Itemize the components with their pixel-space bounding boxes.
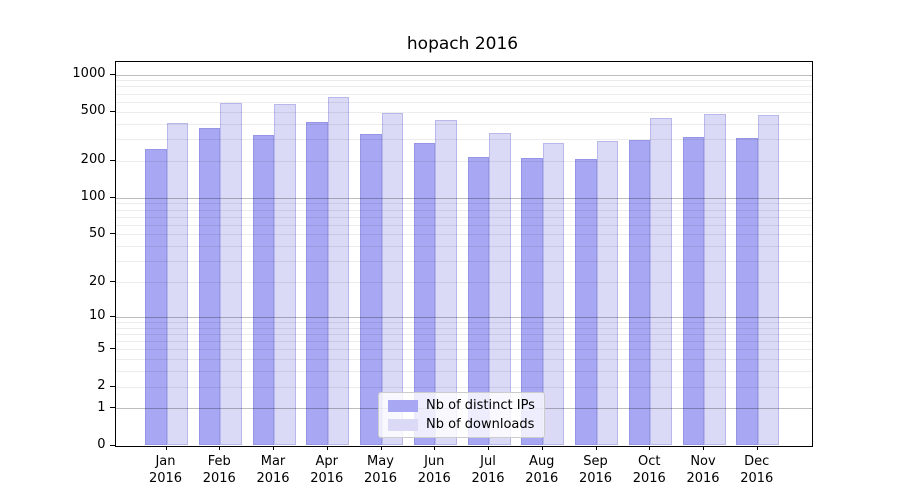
y-tick-label: 0 xyxy=(97,437,106,452)
x-tick xyxy=(595,445,597,450)
y-tick xyxy=(109,233,115,235)
bar-downloads-dec xyxy=(757,115,780,446)
bar-distinct-ips-may xyxy=(360,134,382,446)
y-tick xyxy=(109,315,115,317)
y-tick-label: 20 xyxy=(88,273,106,289)
y-tick xyxy=(109,281,115,283)
bar-downloads-jun xyxy=(435,119,457,446)
y-tick-label: 1 xyxy=(97,399,106,415)
x-tick-label-nov: Nov 2016 xyxy=(686,453,720,486)
y-tick-label: 10 xyxy=(88,308,106,324)
bar-distinct-ips-jun xyxy=(413,142,436,446)
bar-distinct-ips-jan xyxy=(145,148,167,446)
x-tick xyxy=(541,445,543,450)
bar-distinct-ips-mar xyxy=(252,134,274,446)
bar-distinct-ips-apr xyxy=(306,121,328,446)
bar-downloads-mar xyxy=(274,103,296,446)
x-tick xyxy=(756,445,758,450)
y-tick-label: 500 xyxy=(80,103,106,119)
y-tick-label: 1000 xyxy=(72,66,106,82)
legend: Nb of distinct IPs Nb of downloads xyxy=(378,392,545,438)
bars-layer xyxy=(116,62,813,446)
y-tick xyxy=(109,159,115,161)
bar-downloads-sep xyxy=(596,141,618,446)
y-tick-label: 5 xyxy=(97,340,106,356)
x-tick-label-oct: Oct 2016 xyxy=(632,453,666,486)
bar-distinct-ips-sep xyxy=(575,158,597,446)
x-tick-label-aug: Aug 2016 xyxy=(525,453,559,486)
bar-distinct-ips-oct xyxy=(628,140,651,446)
x-tick xyxy=(434,445,436,450)
legend-item-distinct-ips: Nb of distinct IPs xyxy=(388,398,536,413)
y-tick-label: 2 xyxy=(97,378,106,393)
plot-area xyxy=(114,61,813,447)
x-tick-label-dec: Dec 2016 xyxy=(740,453,774,486)
y-tick xyxy=(109,110,115,112)
bar-downloads-oct xyxy=(650,117,672,446)
x-tick-label-jul: Jul 2016 xyxy=(471,453,505,486)
y-tick xyxy=(109,385,115,387)
x-tick xyxy=(703,445,704,450)
bar-distinct-ips-aug xyxy=(521,157,543,446)
legend-label-distinct-ips: Nb of distinct IPs xyxy=(426,398,535,413)
x-tick-label-feb: Feb 2016 xyxy=(202,453,236,486)
bar-downloads-aug xyxy=(542,142,565,446)
bar-distinct-ips-nov xyxy=(682,137,704,446)
x-tick xyxy=(165,445,167,450)
x-tick-label-sep: Sep 2016 xyxy=(578,453,613,486)
y-tick xyxy=(109,444,115,446)
x-tick xyxy=(380,445,382,450)
legend-swatch-distinct-ips xyxy=(388,399,418,412)
bar-downloads-apr xyxy=(327,97,350,446)
y-tick xyxy=(109,407,115,409)
x-tick-label-apr: Apr 2016 xyxy=(310,453,344,486)
x-tick-label-mar: Mar 2016 xyxy=(256,453,290,486)
x-tick xyxy=(488,445,489,450)
legend-item-downloads: Nb of downloads xyxy=(388,417,536,432)
x-tick-label-jan: Jan 2016 xyxy=(148,453,183,486)
y-tick xyxy=(109,196,115,198)
bar-downloads-feb xyxy=(220,102,242,446)
x-tick xyxy=(219,445,221,450)
legend-swatch-downloads xyxy=(388,418,418,431)
x-tick xyxy=(649,445,651,450)
bar-distinct-ips-jul xyxy=(467,156,489,446)
x-tick-label-may: May 2016 xyxy=(363,453,398,486)
y-tick-label: 200 xyxy=(80,152,106,168)
bar-downloads-jul xyxy=(489,133,511,446)
bar-distinct-ips-dec xyxy=(736,138,758,446)
chart-title: hopach 2016 xyxy=(406,34,519,54)
y-tick-label: 50 xyxy=(88,225,106,241)
x-tick xyxy=(326,445,328,450)
bar-distinct-ips-feb xyxy=(198,127,221,446)
y-tick-label: 100 xyxy=(80,189,106,205)
y-tick xyxy=(109,348,115,350)
legend-label-downloads: Nb of downloads xyxy=(426,417,535,432)
x-tick xyxy=(273,445,274,450)
x-tick-label-jun: Jun 2016 xyxy=(417,453,451,486)
bar-downloads-nov xyxy=(704,113,726,446)
bar-downloads-jan xyxy=(166,123,188,446)
y-tick xyxy=(109,73,115,75)
bar-downloads-may xyxy=(381,112,403,446)
